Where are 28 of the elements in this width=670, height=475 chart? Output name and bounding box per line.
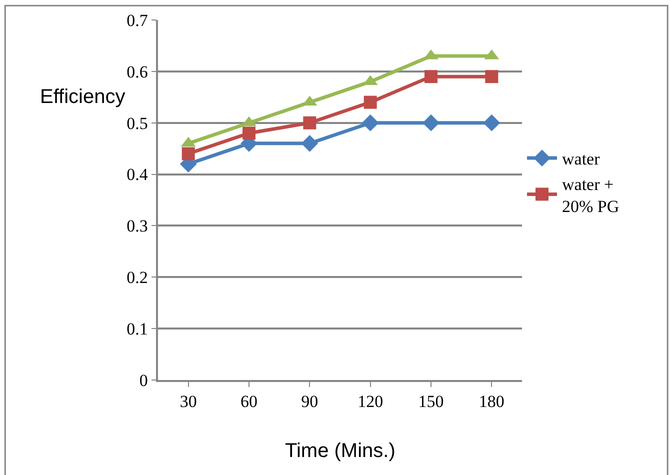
y-tick-label: 0.5 xyxy=(126,114,148,133)
point xyxy=(364,96,377,109)
point xyxy=(301,134,318,152)
point xyxy=(303,116,316,130)
y-tick-label: 0.1 xyxy=(126,320,148,339)
x-tick-label: 150 xyxy=(418,392,444,412)
y-tick-label: 0 xyxy=(139,370,148,390)
point xyxy=(182,147,195,160)
x-tick-label: 90 xyxy=(301,392,318,412)
x-tick-label: 120 xyxy=(358,392,384,412)
x-tick-label: 180 xyxy=(478,392,504,412)
x-tick-label: 60 xyxy=(240,392,258,412)
x-axis-title: Time (Mins.) xyxy=(285,440,396,462)
point xyxy=(483,114,500,132)
y-tick-label: 0.6 xyxy=(126,62,148,82)
y-tick-label: 0.7 xyxy=(126,10,148,30)
point xyxy=(485,70,498,84)
y-axis-title: Efficiency xyxy=(40,86,126,108)
y-tick-label: 0.2 xyxy=(126,268,148,288)
point xyxy=(242,126,256,140)
point xyxy=(422,114,440,132)
legend-label: water + 20% PG xyxy=(562,174,620,216)
point xyxy=(362,114,379,132)
legend-label: water xyxy=(562,150,600,169)
point xyxy=(424,70,438,84)
y-tick-label: 0.3 xyxy=(126,216,148,236)
x-tick-label: 30 xyxy=(180,392,197,412)
y-tick-label: 0.4 xyxy=(126,165,148,184)
